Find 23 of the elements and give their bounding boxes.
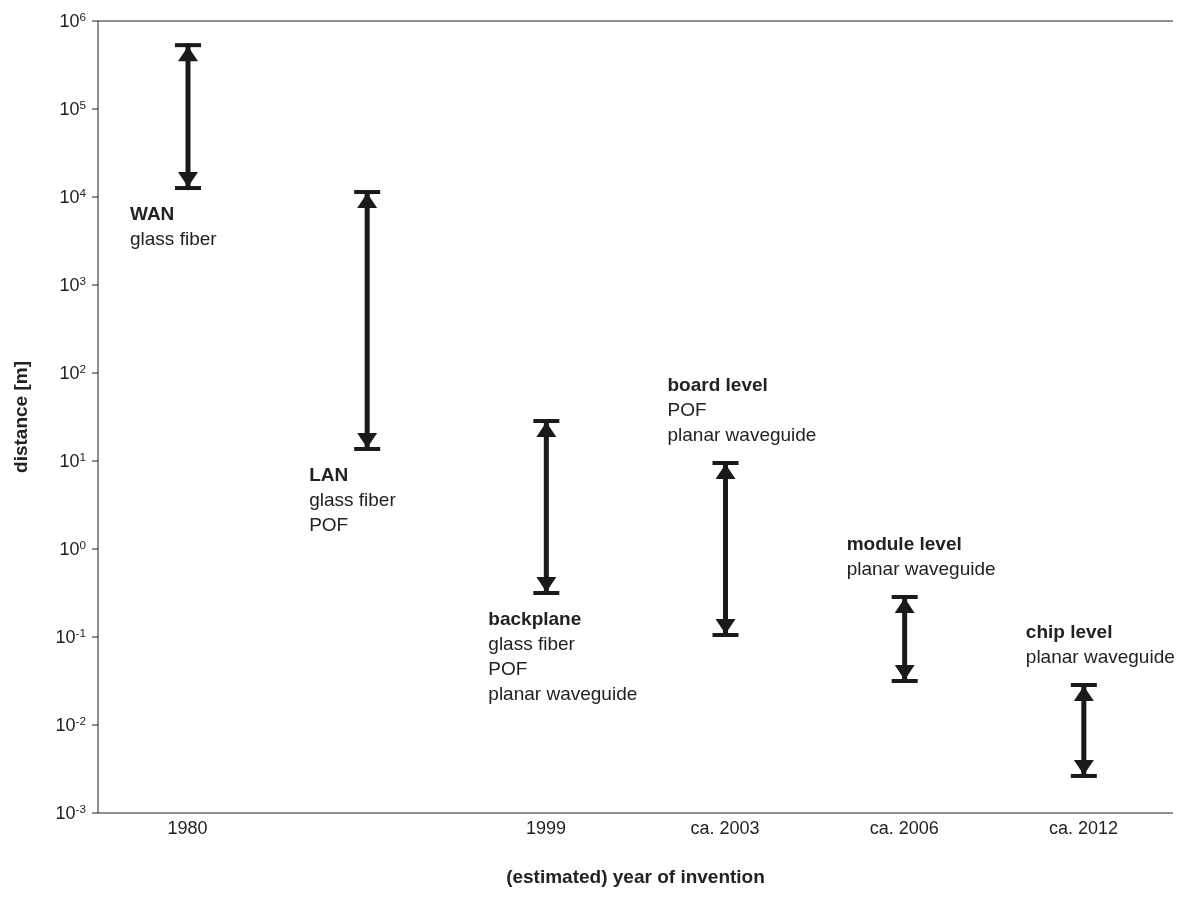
y-tick-label: 10$^{6}$ [59, 9, 86, 31]
x-tick-label: ca. 2003 [690, 817, 760, 838]
x-tick-label: 1999 [525, 817, 566, 838]
y-tick-label: 10$^{2}$ [59, 361, 86, 383]
x-axis-title: (estimated) year of invention [506, 866, 765, 887]
annotation: module level planar waveguide [846, 533, 996, 580]
y-tick-label: 10$^{4}$ [59, 185, 87, 207]
annotation: backplane glass fiber POF planar waveguide [488, 608, 638, 705]
x-tick-label: ca. 2006 [869, 817, 939, 838]
y-tick-label: 10$^{-1}$ [55, 625, 86, 647]
y-tick-label: 10$^{3}$ [59, 273, 86, 295]
y-tick-label: 10$^{-2}$ [55, 713, 86, 735]
y-tick-label: 10$^{0}$ [59, 537, 87, 559]
annotation: chip level planar waveguide [1025, 621, 1175, 668]
y-tick-label: 10$^{1}$ [59, 449, 86, 471]
x-tick-label: ca. 2012 [1048, 817, 1118, 838]
annotation: LAN glass fiber POF [309, 463, 397, 535]
y-axis-title: distance [m] [9, 361, 31, 473]
annotation: board level POF planar waveguide [667, 374, 817, 445]
x-tick-label: 1980 [167, 817, 208, 838]
annotation: WAN glass fiber [130, 203, 218, 250]
y-tick-label: 10$^{-3}$ [55, 801, 86, 823]
y-tick-label: 10$^{5}$ [59, 97, 87, 119]
